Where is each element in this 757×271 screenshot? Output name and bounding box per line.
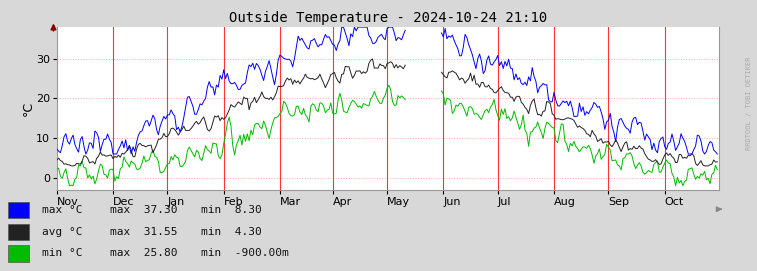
Text: min  -900.00m: min -900.00m bbox=[201, 249, 288, 258]
Text: RRDTOOL / TOBI OETIKER: RRDTOOL / TOBI OETIKER bbox=[746, 56, 752, 150]
Text: max  31.55: max 31.55 bbox=[110, 227, 177, 237]
Title: Outside Temperature - 2024-10-24 21:10: Outside Temperature - 2024-10-24 21:10 bbox=[229, 11, 547, 25]
Text: min  8.30: min 8.30 bbox=[201, 205, 261, 215]
Text: max °C: max °C bbox=[42, 205, 83, 215]
Text: avg °C: avg °C bbox=[42, 227, 83, 237]
Text: min °C: min °C bbox=[42, 249, 83, 258]
Text: max  25.80: max 25.80 bbox=[110, 249, 177, 258]
Text: min  4.30: min 4.30 bbox=[201, 227, 261, 237]
Y-axis label: °C: °C bbox=[21, 101, 34, 116]
Text: max  37.30: max 37.30 bbox=[110, 205, 177, 215]
